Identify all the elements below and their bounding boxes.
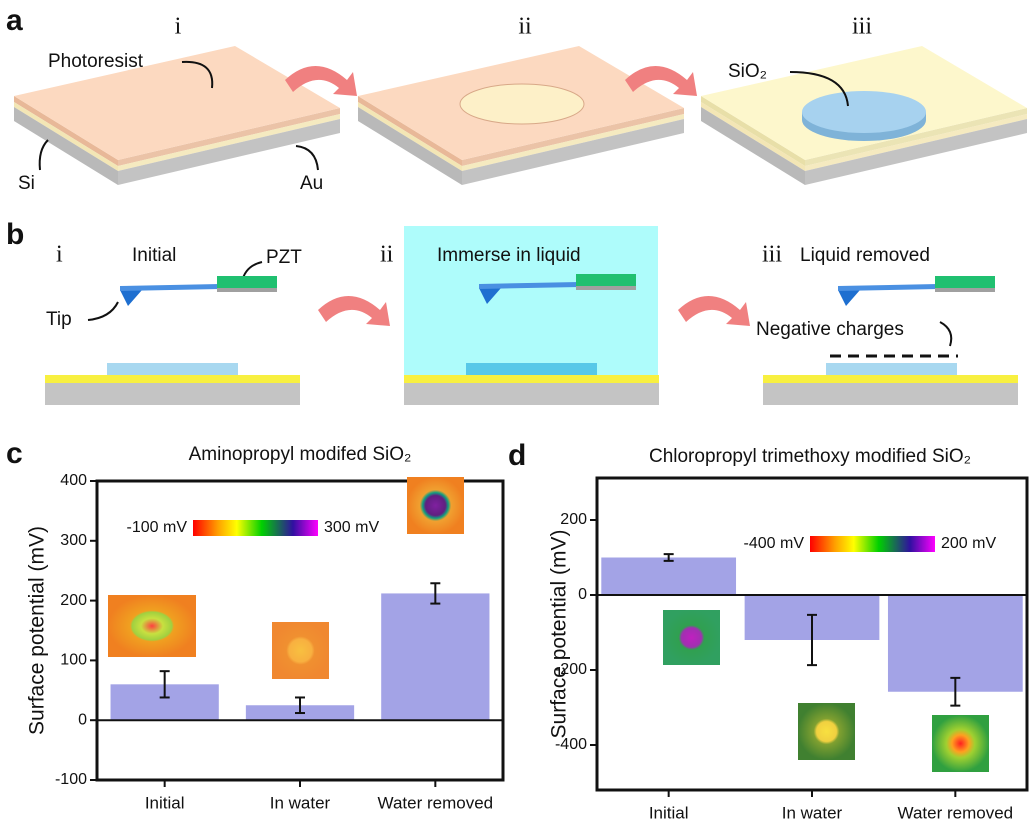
tip-label: Tip [46, 309, 72, 330]
substrate [404, 383, 659, 405]
y-tick-label: 0 [78, 711, 87, 728]
tip [838, 290, 860, 306]
hole [460, 84, 584, 124]
tip [120, 290, 142, 306]
y-axis-label: Surface potential (mV) [26, 526, 49, 735]
step-label: i [56, 242, 63, 268]
charts: c Aminopropyl modifed SiO₂ Surface potenti… [6, 437, 1027, 819]
x-tick-label: Initial [145, 793, 185, 812]
chart-title: Chloropropyl trimethoxy modified SiO₂ [649, 446, 971, 467]
x-tick-label: In water [782, 803, 843, 819]
gold-layer [763, 375, 1018, 383]
pzt-base [935, 288, 995, 292]
panel-label: a [6, 4, 23, 37]
step-arrow [678, 296, 750, 326]
layer-label: Si [18, 173, 35, 194]
layer-label: Au [300, 173, 323, 194]
pzt-label: PZT [266, 247, 302, 268]
afm-inset [272, 622, 329, 679]
afm-inset [407, 477, 464, 534]
layer-label: SiO₂ [728, 61, 767, 82]
pzt [935, 276, 995, 288]
charges-label: Negative charges [756, 319, 904, 340]
chart-title: Aminopropyl modifed SiO₂ [189, 444, 412, 465]
pointer [40, 140, 48, 170]
y-tick-label: 100 [60, 652, 87, 669]
cantilever [838, 284, 938, 291]
afm-inset [798, 703, 855, 760]
substrate [45, 383, 300, 405]
pzt-base [576, 286, 636, 290]
pointer [88, 302, 118, 320]
layer-label: Photoresist [48, 51, 144, 72]
y-tick-label: 400 [60, 472, 87, 489]
colorbar-label: -100 mV [127, 519, 188, 536]
film [826, 363, 957, 375]
colorbar-label: -400 mV [744, 535, 805, 552]
colorbar-label: 300 mV [324, 519, 379, 536]
gold-layer [45, 375, 300, 383]
y-tick-label: 200 [560, 511, 587, 528]
y-tick-label: -100 [55, 771, 87, 788]
step-label: ii [518, 14, 532, 40]
y-tick-label: 200 [60, 592, 87, 609]
step-label: ii [380, 242, 394, 268]
film [466, 363, 597, 375]
caption: Initial [132, 245, 176, 266]
x-tick-label: Water removed [378, 793, 494, 812]
film [107, 363, 238, 375]
cantilever [120, 284, 220, 291]
step-label: iii [762, 242, 782, 268]
figure: a i ii iii Photoresist Si Au SiO₂ b i ii… [0, 0, 1035, 819]
substrate [763, 383, 1018, 405]
y-tick-label: 0 [578, 586, 587, 603]
bar-chart: d Chloropropyl trimethoxy modified SiO₂ Su… [508, 439, 1027, 819]
x-tick-label: In water [270, 793, 331, 812]
y-tick-label: 300 [60, 532, 87, 549]
panel-label: c [6, 437, 23, 470]
pzt-base [217, 288, 277, 292]
y-axis-label: Surface potential (mV) [548, 530, 571, 739]
pointer [296, 146, 318, 170]
bar [601, 558, 736, 596]
caption: Immerse in liquid [437, 245, 581, 266]
panel-label: b [6, 218, 24, 251]
gold-layer [404, 375, 659, 383]
panel-label: d [508, 439, 526, 472]
caption: Liquid removed [800, 245, 930, 266]
step-arrow [318, 296, 390, 326]
pointer [940, 322, 951, 346]
pzt [217, 276, 277, 288]
x-tick-label: Water removed [898, 803, 1014, 819]
bar-chart: c Aminopropyl modifed SiO₂ Surface potenti… [6, 437, 503, 813]
afm-inset [663, 610, 720, 665]
colorbar [810, 536, 935, 552]
bar [381, 593, 489, 720]
y-tick-label: -400 [555, 736, 587, 753]
step-label: iii [852, 14, 872, 40]
colorbar [193, 520, 318, 536]
step-label: i [175, 14, 182, 40]
afm-inset [108, 595, 196, 657]
colorbar-label: 200 mV [941, 535, 996, 552]
afm-inset [932, 715, 989, 772]
x-tick-label: Initial [649, 803, 689, 819]
pzt [576, 274, 636, 286]
y-tick-label: -200 [555, 661, 587, 678]
disc [802, 91, 926, 133]
